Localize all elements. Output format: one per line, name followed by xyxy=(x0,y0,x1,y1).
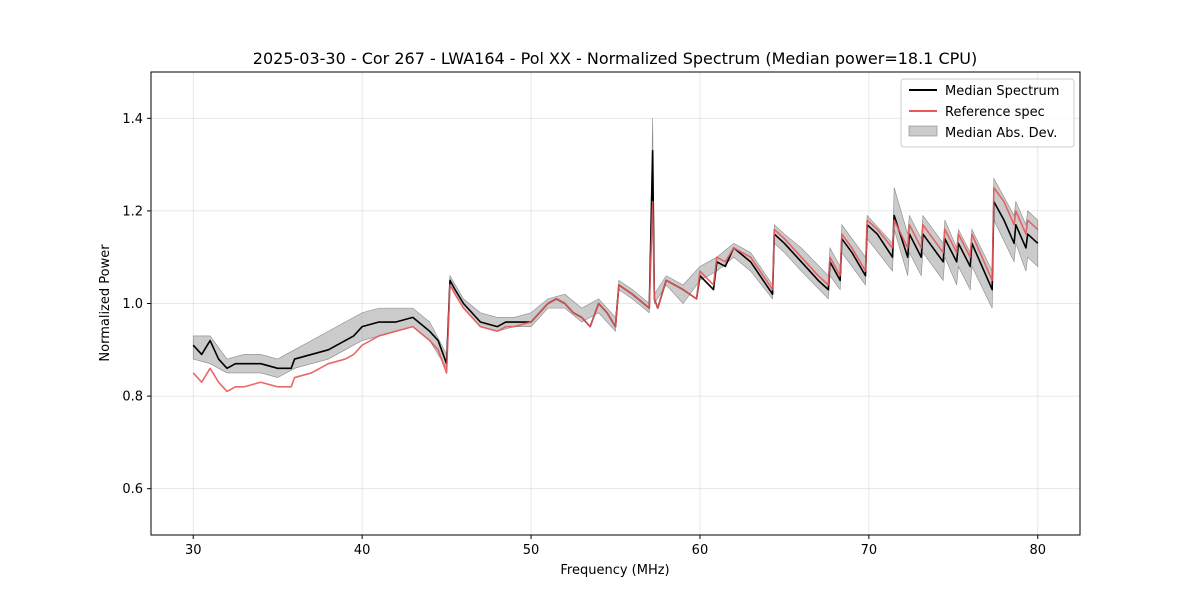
axis-ticks: 30 40 50 60 70 80 0.6 0.8 1.0 1.2 1.4 xyxy=(122,112,1046,558)
y-tick-label: 1.2 xyxy=(122,204,143,219)
x-tick-label: 50 xyxy=(523,543,540,558)
x-tick-label: 80 xyxy=(1029,543,1046,558)
reference-line-layer xyxy=(192,186,1039,393)
x-tick-label: 30 xyxy=(185,543,202,558)
y-tick-label: 1.0 xyxy=(122,297,143,312)
mad-band xyxy=(192,118,1039,378)
y-axis-label: Normalized Power xyxy=(98,244,113,362)
x-tick-label: 40 xyxy=(354,543,371,558)
x-axis-label: Frequency (MHz) xyxy=(560,563,669,578)
legend: Median Spectrum Reference spec Median Ab… xyxy=(900,78,1075,148)
legend-box xyxy=(900,78,1075,148)
x-tick-label: 60 xyxy=(692,543,709,558)
legend-mad-swatch xyxy=(908,125,938,137)
y-tick-label: 0.6 xyxy=(122,482,143,497)
legend-median-label: Median Spectrum xyxy=(945,84,1059,99)
y-tick-label: 1.4 xyxy=(122,112,143,127)
mad-band-layer xyxy=(192,118,1039,378)
legend-mad-label: Median Abs. Dev. xyxy=(945,126,1057,141)
y-tick-label: 0.8 xyxy=(122,390,143,405)
chart-title: 2025-03-30 - Cor 267 - LWA164 - Pol XX -… xyxy=(253,49,977,68)
reference-spectrum-line xyxy=(192,186,1039,393)
legend-reference-label: Reference spec xyxy=(945,105,1045,120)
x-tick-label: 70 xyxy=(861,543,878,558)
median-spectrum-line xyxy=(192,149,1039,370)
median-line-layer xyxy=(192,149,1039,370)
